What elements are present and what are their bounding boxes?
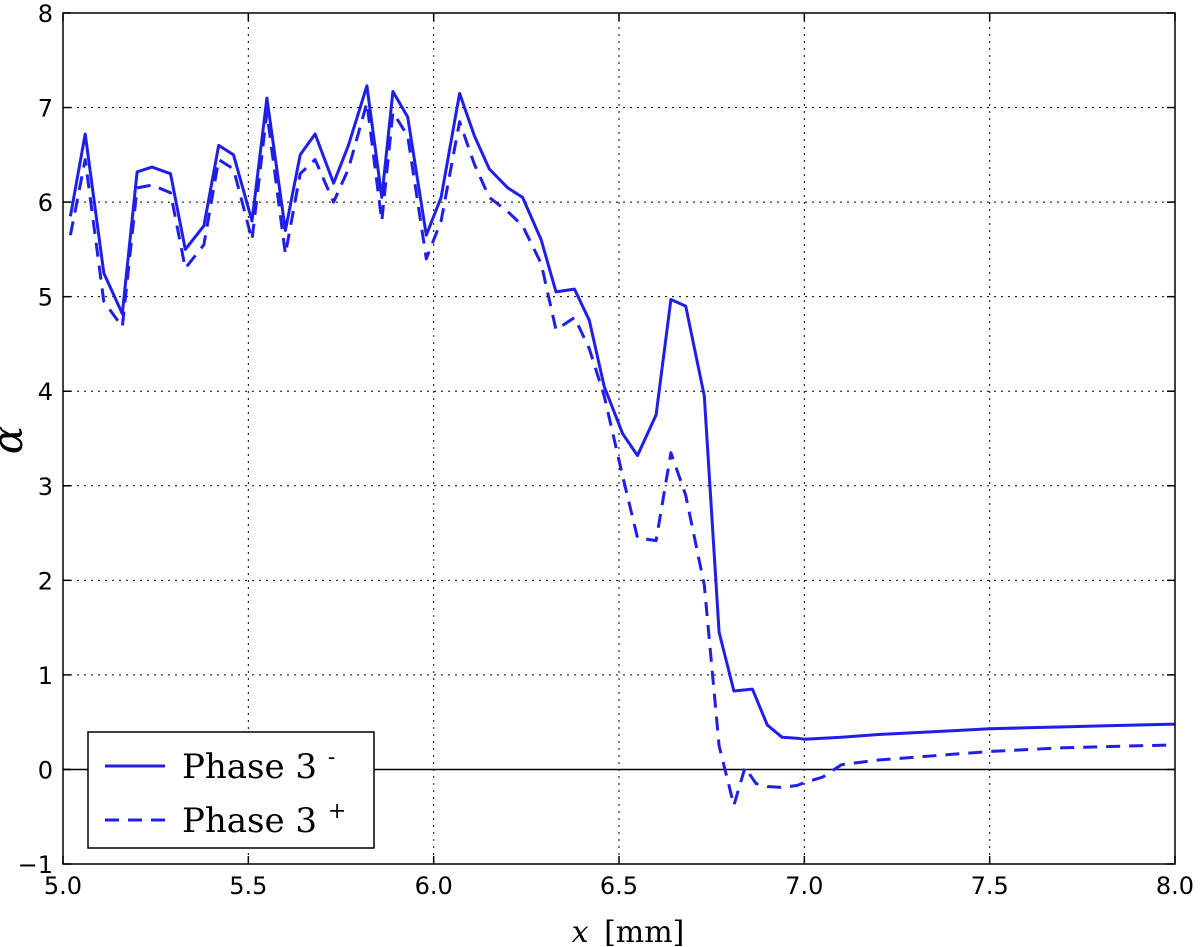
legend: Phase 3 - Phase 3 + (87, 731, 375, 849)
x-axis-unit: [mm] (604, 915, 684, 947)
y-tick-label: 7 (38, 95, 53, 123)
y-tick-label: 1 (38, 662, 53, 690)
y-tick-label: 8 (38, 0, 53, 28)
legend-entry-2-base: Phase 3 (182, 801, 317, 841)
x-axis-variable: x (572, 915, 589, 947)
y-tick-label: 3 (38, 473, 53, 501)
legend-entry-2-sup: + (328, 799, 346, 824)
y-tick-label: 2 (38, 567, 53, 595)
series-line-1-solid (68, 84, 1176, 741)
series-lines (68, 84, 1176, 807)
y-tick-label: 5 (38, 284, 53, 312)
y-tick-label: 6 (38, 189, 53, 217)
grid-lines (63, 13, 1175, 864)
legend-box (87, 731, 375, 849)
y-tick-label: −1 (18, 851, 53, 879)
y-tick-label: 0 (38, 756, 53, 784)
series-line-2-dashed (68, 101, 1176, 807)
x-tick-label: 7.5 (971, 872, 1009, 900)
legend-entry-2: Phase 3 + (182, 799, 346, 841)
legend-entry-1-sup: - (328, 745, 335, 770)
x-axis-label: x [mm] (572, 915, 685, 947)
x-tick-label: 8.0 (1156, 872, 1194, 900)
legend-entry-1-base: Phase 3 (182, 747, 317, 787)
x-tick-label: 6.0 (415, 872, 453, 900)
x-tick-label: 7.0 (785, 872, 823, 900)
legend-entry-1: Phase 3 - (182, 745, 335, 787)
y-tick-label: 4 (38, 378, 53, 406)
y-axis-label: α (0, 426, 32, 454)
x-axis-ticks: 5.0 5.5 6.0 6.5 7.0 7.5 8.0 (44, 13, 1194, 900)
x-tick-label: 6.5 (600, 872, 638, 900)
x-tick-label: 5.5 (229, 872, 267, 900)
x-tick-label: 5.0 (44, 872, 82, 900)
y-axis-ticks: −1 0 1 2 3 4 5 6 7 8 (18, 0, 1175, 879)
